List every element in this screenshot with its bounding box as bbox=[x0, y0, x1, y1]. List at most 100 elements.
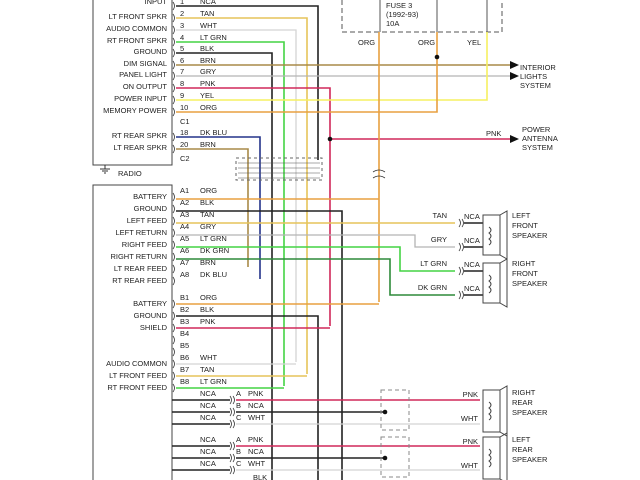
pin-letter: B bbox=[236, 401, 241, 410]
pin-number: A4 bbox=[180, 222, 189, 231]
pin-number: 4 bbox=[180, 33, 184, 42]
connector-icon bbox=[172, 347, 175, 357]
left-front-speaker-label: SPEAKER bbox=[512, 231, 548, 240]
pin-name: RT FRONT SPKR bbox=[107, 36, 168, 45]
connector-icon bbox=[172, 299, 175, 309]
wire-label: NCA bbox=[200, 401, 216, 410]
wire bbox=[176, 41, 285, 386]
wire-label: WHT bbox=[248, 459, 265, 468]
wire bbox=[176, 258, 455, 296]
pin-number: 3 bbox=[180, 21, 184, 30]
pin-number: 6 bbox=[180, 56, 184, 65]
pin-name: RIGHT RETURN bbox=[110, 252, 167, 261]
arrow-icon bbox=[510, 72, 519, 80]
fuse-years: (1992-93) bbox=[386, 10, 419, 19]
connector-label: C2 bbox=[180, 154, 190, 163]
connector-icon bbox=[232, 453, 235, 463]
connector-icon bbox=[172, 228, 175, 238]
wire-label: BLK bbox=[200, 44, 214, 53]
wire-label: LT GRN bbox=[200, 33, 227, 42]
pin-number: A3 bbox=[180, 210, 189, 219]
pin-number: A7 bbox=[180, 258, 189, 267]
wire-label: NCA bbox=[248, 401, 264, 410]
right-front-speaker-body bbox=[482, 262, 501, 304]
wire bbox=[176, 234, 455, 248]
radio-label: RADIO bbox=[118, 169, 142, 178]
pin-number: B8 bbox=[180, 377, 189, 386]
right-rear-speaker-label: RIGHT bbox=[512, 388, 536, 397]
pin-number: 5 bbox=[180, 44, 184, 53]
pin-name: BATTERY bbox=[133, 299, 167, 308]
pin-name: BATTERY bbox=[133, 192, 167, 201]
wire-label: NCA bbox=[200, 0, 216, 6]
wire bbox=[176, 32, 488, 101]
wire-label: BLK bbox=[200, 198, 214, 207]
wire-label: PNK bbox=[486, 129, 501, 138]
connector-icon bbox=[232, 465, 235, 475]
power-antenna-label: ANTENNA bbox=[522, 134, 558, 143]
splice-dot bbox=[382, 455, 388, 461]
pin-letter: C bbox=[236, 413, 242, 422]
pin-number: 9 bbox=[180, 91, 184, 100]
wire-label: NCA bbox=[200, 413, 216, 422]
pin-number: 10 bbox=[180, 103, 188, 112]
fuse-wire-label: ORG bbox=[358, 38, 375, 47]
wire-label: PNK bbox=[200, 317, 215, 326]
pin-name: LT REAR FEED bbox=[114, 264, 168, 273]
pin-number: B2 bbox=[180, 305, 189, 314]
right-front-speaker-label: FRONT bbox=[512, 269, 538, 278]
pin-name: LT FRONT FEED bbox=[109, 371, 168, 380]
connector-icon bbox=[172, 13, 175, 23]
shield-braid bbox=[235, 157, 323, 181]
connector-icon bbox=[229, 465, 232, 475]
wire-label: BRN bbox=[200, 56, 216, 65]
connector-icon bbox=[172, 264, 175, 274]
pin-name: LEFT RETURN bbox=[115, 228, 167, 237]
connector-icon bbox=[172, 144, 175, 154]
connector-icon bbox=[172, 252, 175, 262]
wire-label: PNK bbox=[248, 435, 263, 444]
pin-name: RT REAR FEED bbox=[112, 276, 167, 285]
pin-letter: A bbox=[236, 389, 241, 398]
left-rear-speaker-label: LEFT bbox=[512, 435, 531, 444]
connector-icon bbox=[172, 359, 175, 369]
wire-label: TAN bbox=[200, 365, 214, 374]
wire-label: WHT bbox=[200, 21, 217, 30]
wire-label: NCA bbox=[200, 459, 216, 468]
wire-label: TAN bbox=[433, 211, 447, 220]
wire-label: DK GRN bbox=[200, 246, 229, 255]
pin-number: B5 bbox=[180, 341, 189, 350]
connector-icon bbox=[229, 419, 232, 429]
connector-icon bbox=[172, 311, 175, 321]
pin-number: A5 bbox=[180, 234, 189, 243]
wire-label: ORG bbox=[200, 186, 217, 195]
terminal-label: NCA bbox=[464, 284, 480, 293]
connector-icon bbox=[232, 441, 235, 451]
wire-label: NCA bbox=[200, 447, 216, 456]
power-antenna-label: POWER bbox=[522, 125, 551, 134]
pin-name: GROUND bbox=[134, 47, 168, 56]
arrow-icon bbox=[510, 135, 519, 143]
amplifier-box bbox=[92, 184, 173, 480]
pin-name: DIM SIGNAL bbox=[124, 59, 167, 68]
pin-name: RT REAR SPKR bbox=[112, 131, 168, 140]
pin-name: AUDIO COMMON bbox=[106, 359, 167, 368]
pin-name: LT REAR SPKR bbox=[114, 143, 168, 152]
right-front-speaker-cone bbox=[499, 258, 508, 308]
connector-icon bbox=[232, 419, 235, 429]
left-front-speaker-label: FRONT bbox=[512, 221, 538, 230]
wire-label: LT GRN bbox=[420, 259, 447, 268]
connector-icon bbox=[172, 37, 175, 47]
connector-icon bbox=[458, 266, 461, 276]
right-front-speaker-label: RIGHT bbox=[512, 259, 536, 268]
wire bbox=[176, 5, 319, 160]
fuse-wire-label: ORG bbox=[418, 38, 435, 47]
interior-lights-label: SYSTEM bbox=[520, 81, 551, 90]
fuse-rating: 10A bbox=[386, 19, 399, 28]
pin-name: MEMORY POWER bbox=[103, 106, 167, 115]
connector-icon bbox=[232, 395, 235, 405]
right-rear-speaker-cone bbox=[499, 385, 508, 437]
wire-label: YEL bbox=[200, 91, 214, 100]
wire-label: PNK bbox=[200, 79, 215, 88]
